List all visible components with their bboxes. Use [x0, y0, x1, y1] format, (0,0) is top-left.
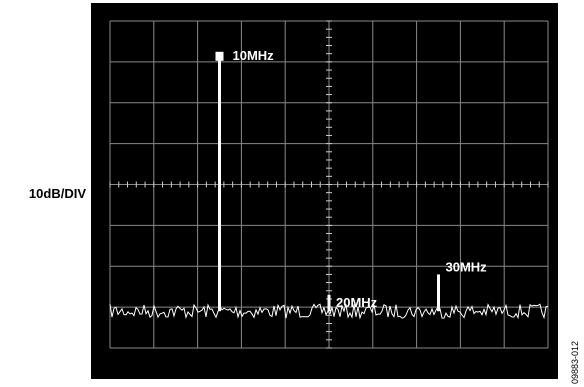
- peak-10MHz: [218, 57, 221, 312]
- peak-marker-icon: [215, 51, 224, 61]
- peak-label: 10MHz: [233, 48, 275, 63]
- scale-label: 10dB/DIV: [29, 186, 86, 201]
- peak-30MHz: [437, 274, 440, 312]
- spectrum-trace: [109, 303, 549, 320]
- center-axis-ticks: [109, 20, 549, 349]
- peaks: 10MHz 20MHz 30MHz: [215, 48, 488, 312]
- peak-label: 30MHz: [446, 259, 488, 274]
- peak-label: 20MHz: [336, 295, 378, 310]
- peak-20MHz: [327, 294, 331, 312]
- scope-screen: [91, 3, 558, 379]
- figure-code: 09883-012: [570, 341, 580, 384]
